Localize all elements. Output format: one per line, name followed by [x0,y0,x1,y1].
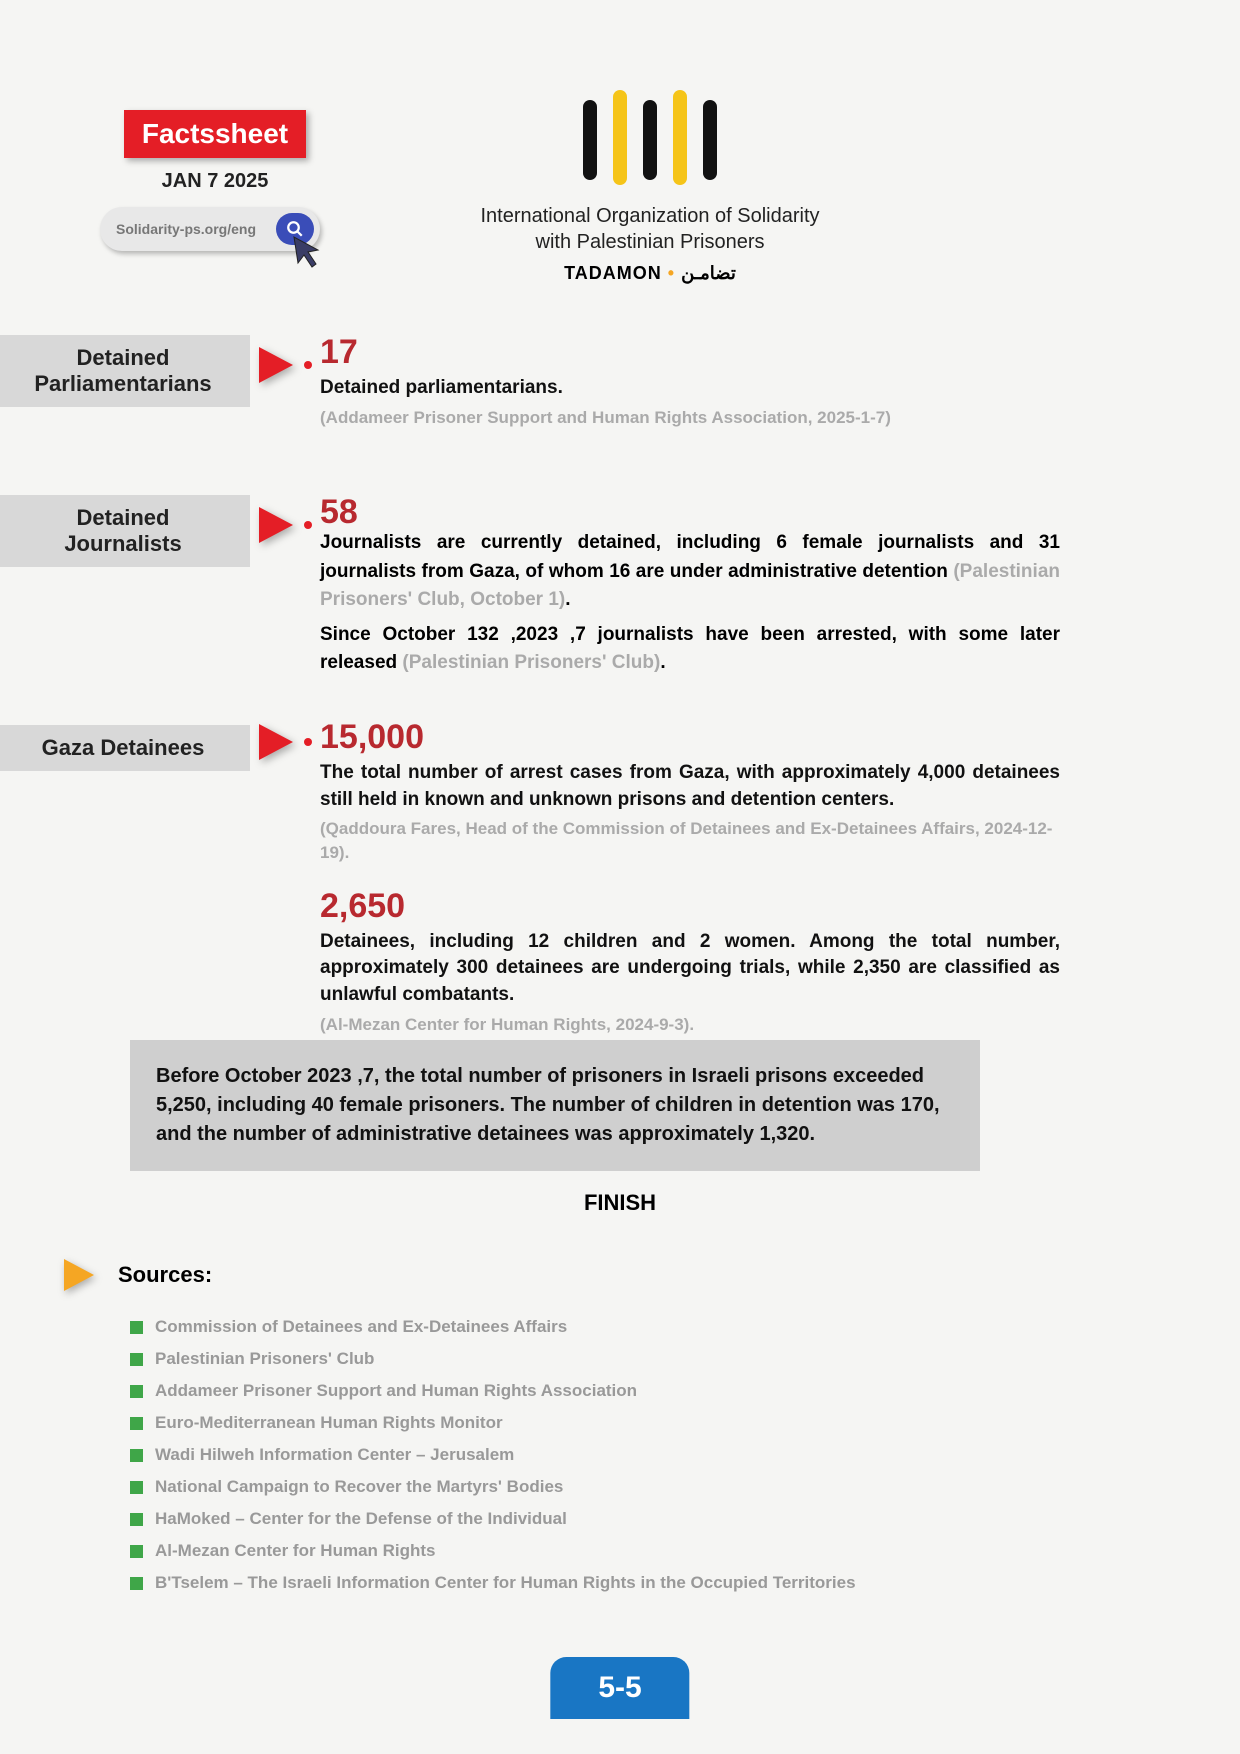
cursor-icon [288,233,328,273]
stat-description: Since October 132 ,2023 ,7 journalists h… [320,621,1060,678]
source-item: B'Tselem – The Israeli Information Cente… [130,1573,1020,1593]
source-text: Al-Mezan Center for Human Rights [155,1541,436,1561]
source-item: Commission of Detainees and Ex-Detainees… [130,1317,1020,1337]
source-item: Palestinian Prisoners' Club [130,1349,1020,1369]
bullet-square [130,1449,143,1462]
sources-block: Sources: Commission of Detainees and Ex-… [60,1255,1020,1605]
note-box: Before October 2023 ,7, the total number… [130,1040,980,1171]
source-item: HaMoked – Center for the Defense of the … [130,1509,1020,1529]
source-text: B'Tselem – The Israeli Information Cente… [155,1573,856,1593]
bullet-dot [304,521,312,529]
date-text: JAN 7 2025 [100,170,330,193]
stat-number: 17 [320,335,1060,369]
tadamon-right: تضامـن [681,263,736,283]
factsheet-badge: Factssheet [124,110,306,158]
category-label: DetainedParliamentarians [0,335,250,407]
play-icon [255,720,299,769]
stat-number: 2,650 [320,889,1060,923]
source-item: Al-Mezan Center for Human Rights [130,1541,1020,1561]
bullet-square [130,1417,143,1430]
tadamon-dot: • [668,263,675,283]
header-left: Factssheet JAN 7 2025 Solidarity-ps.org/… [100,110,330,251]
stat-source: (Addameer Prisoner Support and Human Rig… [320,406,1060,430]
bullet-square [130,1577,143,1590]
logo-bar [643,100,657,180]
source-item: National Campaign to Recover the Martyrs… [130,1477,1020,1497]
bullet-square [130,1353,143,1366]
section-content: 58Journalists are currently detained, in… [320,495,1060,678]
source-item: Wadi Hilweh Information Center – Jerusal… [130,1445,1020,1465]
source-text: Commission of Detainees and Ex-Detainees… [155,1317,567,1337]
stat-source: (Qaddoura Fares, Head of the Commission … [320,817,1060,865]
stat-description: The total number of arrest cases from Ga… [320,760,1060,813]
page-number-pill: 5-5 [550,1657,689,1719]
stat-description: Journalists are currently detained, incl… [320,529,1060,615]
bullet-square [130,1481,143,1494]
bullet-square [130,1545,143,1558]
category-label: Gaza Detainees [0,725,250,771]
source-item: Euro-Mediterranean Human Rights Monitor [130,1413,1020,1433]
logo-bar [703,100,717,180]
source-item: Addameer Prisoner Support and Human Righ… [130,1381,1020,1401]
bullet-dot [304,738,312,746]
logo-bar [583,100,597,180]
stat-number: 15,000 [320,720,1060,754]
bullet-square [130,1385,143,1398]
play-icon [255,503,299,552]
category-label: DetainedJournalists [0,495,250,567]
search-pill[interactable]: Solidarity-ps.org/eng [100,207,320,251]
tadamon-text: TADAMON • تضامـن [420,263,880,284]
logo-bar [613,90,627,185]
sources-head: Sources: [60,1255,1020,1295]
org-name-line2: with Palestinian Prisoners [420,229,880,255]
bullet-square [130,1513,143,1526]
logo-bar [673,90,687,185]
stat-source: (Al-Mezan Center for Human Rights, 2024-… [320,1013,1060,1037]
source-text: Addameer Prisoner Support and Human Righ… [155,1381,637,1401]
source-text: National Campaign to Recover the Martyrs… [155,1477,563,1497]
source-text: Euro-Mediterranean Human Rights Monitor [155,1413,503,1433]
source-text: Palestinian Prisoners' Club [155,1349,374,1369]
bullet-square [130,1321,143,1334]
logo-block: International Organization of Solidarity… [420,90,880,284]
finish-label: FINISH [0,1190,1240,1216]
sources-title: Sources: [118,1262,212,1288]
play-icon-orange [60,1255,100,1295]
stat-description: Detainees, including 12 children and 2 w… [320,929,1060,1009]
org-name-line1: International Organization of Solidarity [420,203,880,229]
logo-bars [420,90,880,185]
tadamon-left: TADAMON [564,263,662,283]
source-text: Wadi Hilweh Information Center – Jerusal… [155,1445,514,1465]
stat-number: 58 [320,495,1060,529]
stat-description: Detained parliamentarians. [320,375,1060,402]
search-url-text: Solidarity-ps.org/eng [116,221,256,237]
source-text: HaMoked – Center for the Defense of the … [155,1509,567,1529]
bullet-dot [304,361,312,369]
section-content: 15,000 The total number of arrest cases f… [320,720,1060,1036]
play-icon [255,343,299,392]
section-content: 17 Detained parliamentarians. (Addameer Pr… [320,335,1060,429]
